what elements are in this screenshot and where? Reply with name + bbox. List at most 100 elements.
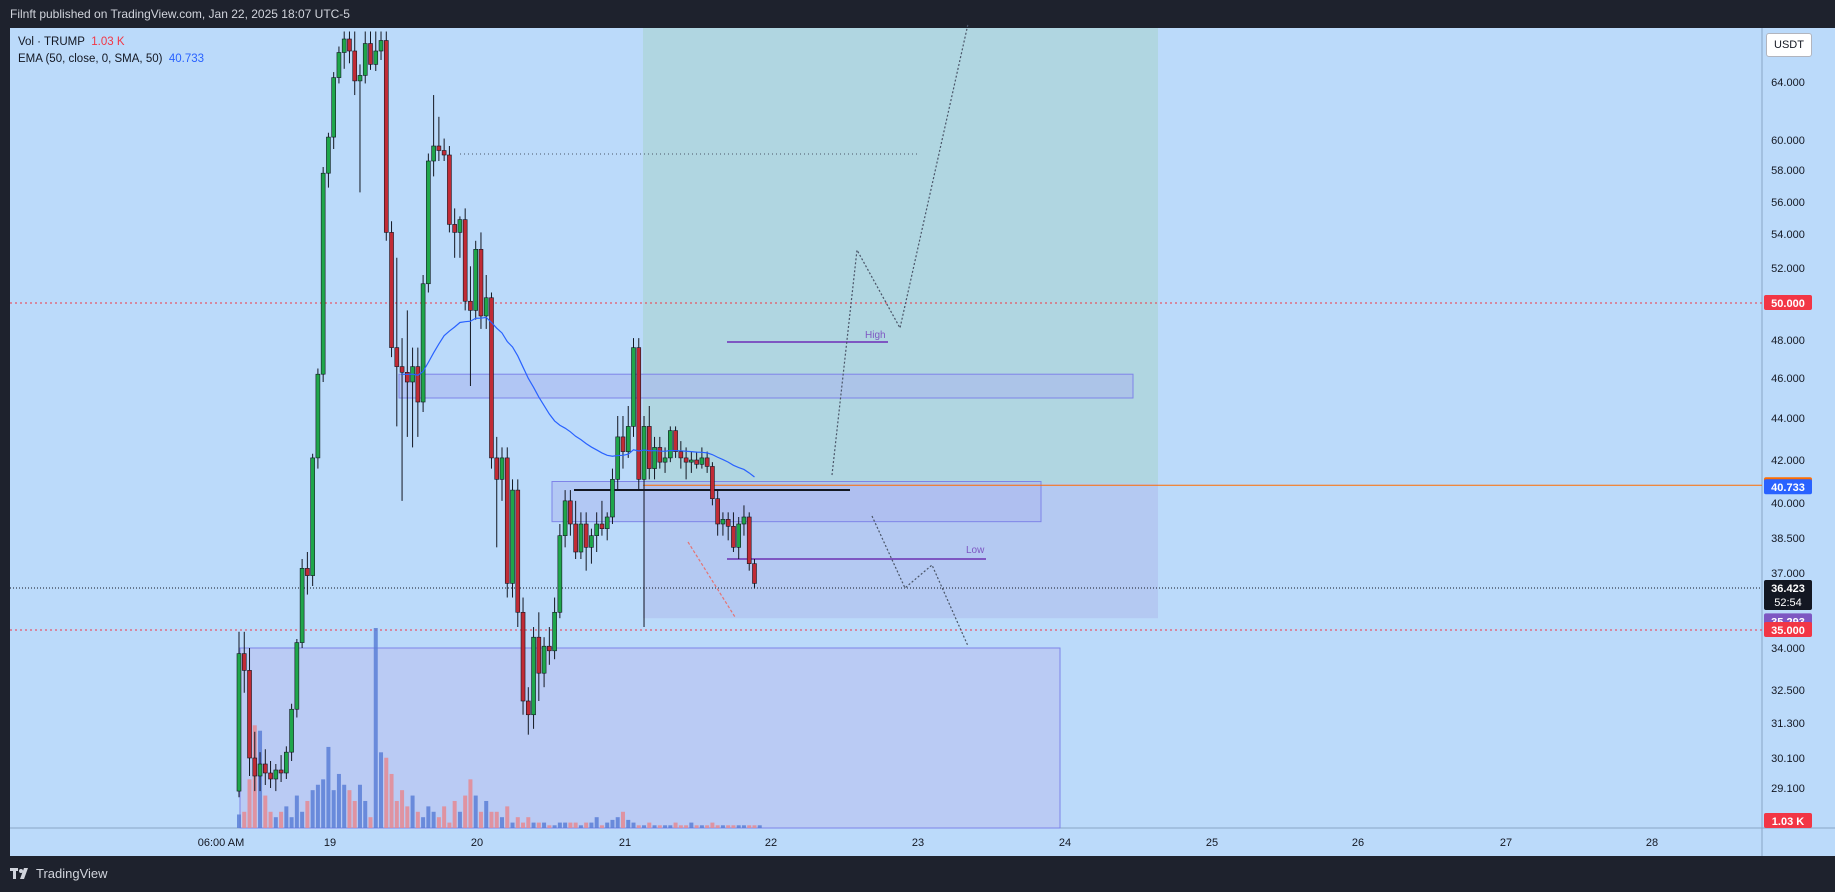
candle-body (320, 172, 326, 375)
volume-bar (342, 784, 347, 828)
candle-body (368, 43, 373, 65)
volume-bar (626, 819, 631, 828)
candle-body (699, 457, 705, 465)
candle-body (504, 457, 510, 584)
price-tick-label: 32.500 (1771, 685, 1805, 697)
volume-bar (642, 825, 647, 828)
candle-body (704, 457, 710, 467)
time-tick-label: 19 (324, 837, 336, 849)
volume-bar (500, 817, 504, 828)
volume-bar (552, 825, 557, 828)
ema-line (402, 316, 755, 478)
volume-bar (300, 811, 305, 828)
candle-body (252, 757, 258, 777)
price-tick-label: 34.000 (1771, 643, 1805, 655)
volume-bar (373, 628, 378, 828)
candle-body (536, 636, 542, 674)
candle-body (631, 347, 636, 427)
price-label-text: 50.000 (1771, 298, 1805, 310)
volume-bar (620, 811, 625, 828)
candle-body (668, 430, 673, 459)
volume-bar (237, 814, 241, 828)
candle-body (441, 150, 447, 156)
volume-bar (389, 773, 394, 828)
candle-body (573, 523, 578, 553)
candle-body (473, 249, 479, 311)
candle-body (247, 670, 252, 759)
volume-bar (699, 825, 704, 828)
currency-button[interactable]: USDT (1766, 33, 1812, 57)
candle-body (389, 232, 394, 348)
volume-bar (652, 825, 657, 828)
volume-bar (463, 795, 468, 828)
volume-bar (436, 817, 441, 828)
volume-bar (578, 825, 583, 828)
candle-body (468, 300, 473, 311)
volume-bar (657, 825, 662, 828)
candle-body (341, 38, 347, 53)
candle-body (636, 347, 642, 480)
time-tick-label: 27 (1500, 837, 1512, 849)
demand-box (239, 647, 1061, 829)
volume-bar (705, 825, 710, 828)
volume-bar (457, 811, 462, 828)
volume-bar (536, 822, 541, 828)
candle-body (284, 751, 289, 774)
volume-bar (478, 811, 483, 828)
volume-bar (757, 825, 762, 828)
candle-body (478, 249, 484, 317)
volume-bar (668, 825, 673, 828)
volume-bar (547, 825, 552, 828)
volume-bar (336, 773, 341, 828)
candle-body (710, 466, 715, 500)
candle-body (462, 219, 468, 302)
candle-body (725, 519, 731, 527)
volume-bar (331, 790, 336, 828)
candle-body (289, 708, 294, 753)
price-tick-label: 44.000 (1771, 413, 1805, 425)
candle-body (310, 457, 315, 576)
candle-body (610, 479, 615, 518)
volume-bar (636, 825, 641, 828)
candle-body (525, 700, 531, 716)
volume-bar (510, 822, 515, 828)
candle-body (589, 535, 594, 548)
candle-body (547, 645, 552, 652)
candle-body (426, 160, 431, 285)
volume-bar (442, 806, 447, 828)
candle-body (336, 52, 342, 78)
volume-bar (531, 822, 536, 828)
volume-bar (747, 825, 752, 828)
volume-bar (663, 825, 668, 828)
candle-body (436, 145, 442, 151)
volume-bar (452, 800, 457, 828)
volume-bar (321, 779, 326, 828)
volume-bar (394, 800, 399, 828)
volume-bar (279, 811, 284, 828)
volume-bar (368, 817, 373, 828)
candle-body (652, 447, 657, 469)
price-tick-label: 54.000 (1771, 229, 1805, 241)
volume-bar (347, 790, 352, 828)
candle-body (294, 642, 300, 710)
candle-body (662, 457, 668, 463)
bearish-projection (871, 515, 969, 647)
ema-legend-label: EMA (50, close, 0, SMA, 50) (18, 53, 163, 65)
volume-bar (594, 817, 599, 828)
volume-bar (305, 800, 310, 828)
tradingview-brand[interactable]: TradingView (10, 866, 108, 881)
candle-body (715, 498, 720, 525)
volume-bar (610, 819, 615, 828)
candle-body (457, 219, 463, 233)
volume-bar (573, 822, 578, 828)
candle-body (241, 653, 247, 671)
candle-body (678, 451, 684, 459)
candle-body (352, 50, 358, 82)
candle-body (494, 457, 500, 480)
volume-bar (426, 806, 431, 828)
candle-body (262, 763, 268, 774)
candle-body (273, 769, 279, 780)
bullish-projection (831, 23, 969, 476)
volume-bar (599, 825, 604, 828)
